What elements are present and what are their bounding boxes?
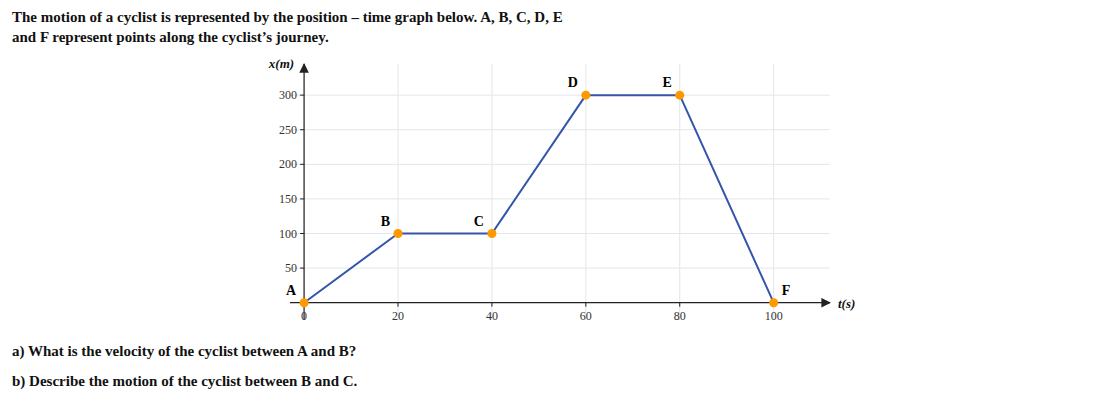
grid-line bbox=[585, 64, 586, 320]
y-tick bbox=[300, 233, 304, 234]
x-tick bbox=[679, 303, 680, 307]
x-tick-label: 40 bbox=[486, 309, 498, 323]
y-tick bbox=[300, 164, 304, 165]
y-tick-label: 50 bbox=[285, 261, 297, 275]
question: b) Describe the motion of the cyclist be… bbox=[12, 373, 358, 390]
y-axis bbox=[303, 64, 304, 320]
grid-line bbox=[290, 268, 830, 269]
point-label: A bbox=[286, 283, 297, 298]
grid-line bbox=[290, 95, 830, 96]
question: a) What is the velocity of the cyclist b… bbox=[12, 343, 356, 360]
subtitle: and F represent points along the cyclist… bbox=[12, 29, 329, 45]
point-label: E bbox=[662, 75, 671, 90]
y-tick-label: 150 bbox=[279, 192, 297, 206]
point bbox=[581, 91, 590, 100]
y-tick-label: 250 bbox=[279, 123, 297, 137]
grid-line bbox=[398, 64, 399, 320]
x-tick-label: 20 bbox=[392, 309, 404, 323]
point-label: B bbox=[381, 214, 390, 229]
x-tick bbox=[491, 303, 492, 307]
x-tick-label: 100 bbox=[765, 309, 783, 323]
x-axis bbox=[290, 302, 830, 303]
x-tick-label: 0 bbox=[301, 309, 307, 323]
point bbox=[487, 229, 496, 238]
line bbox=[304, 95, 774, 303]
grid-line bbox=[304, 64, 305, 320]
chart: The motion of a cyclist is represented b… bbox=[0, 0, 1117, 418]
y-tick bbox=[300, 95, 304, 96]
title: The motion of a cyclist is represented b… bbox=[12, 9, 563, 25]
grid bbox=[290, 64, 830, 320]
x-tick-label: 60 bbox=[580, 309, 592, 323]
y-tick-label: 100 bbox=[279, 227, 297, 241]
x-axis-label: t(s) bbox=[838, 296, 855, 311]
point bbox=[769, 298, 778, 307]
grid-line bbox=[290, 129, 830, 130]
grid-line bbox=[290, 198, 830, 199]
y-tick bbox=[300, 268, 304, 269]
x-tick bbox=[398, 303, 399, 307]
point bbox=[675, 91, 684, 100]
point-labels: A B C D E F bbox=[286, 75, 790, 298]
point bbox=[394, 229, 403, 238]
point-label: F bbox=[782, 283, 791, 298]
x-tick bbox=[585, 303, 586, 307]
y-axis-label: x(m) bbox=[268, 56, 294, 71]
point-label: D bbox=[568, 75, 578, 90]
point bbox=[300, 298, 309, 307]
y-tick-label: 300 bbox=[279, 88, 297, 102]
grid-line bbox=[491, 64, 492, 320]
point-label: C bbox=[474, 214, 484, 229]
grid-line bbox=[773, 64, 774, 320]
y-tick bbox=[300, 129, 304, 130]
y-tick bbox=[300, 198, 304, 199]
grid-line bbox=[290, 233, 830, 234]
grid-line bbox=[290, 164, 830, 165]
x-tick-label: 80 bbox=[674, 309, 686, 323]
ticks: 0 20 40 60 80 100 50 100 150 200 250 300 bbox=[279, 88, 783, 323]
grid-line bbox=[679, 64, 680, 320]
y-tick-label: 200 bbox=[279, 157, 297, 171]
plot-data bbox=[300, 91, 779, 308]
